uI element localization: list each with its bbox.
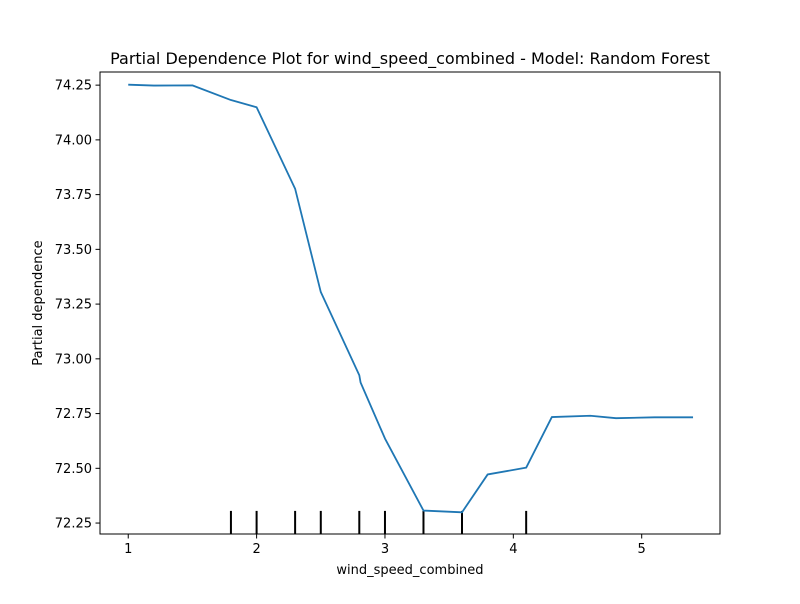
y-tick-label: 74.25	[55, 79, 92, 94]
y-tick-label: 73.75	[55, 188, 92, 203]
plot-area: 1 2 3 4 5 72.25 72.50 72.75 73.00 73.25 73.50 73.75…	[55, 71, 721, 557]
y-tick-label: 72.50	[55, 462, 92, 477]
pdp-line	[128, 83, 694, 514]
y-tick-label: 73.00	[55, 352, 92, 367]
y-axis-label: Partial dependence	[31, 240, 46, 365]
x-tick-label: 5	[638, 542, 646, 557]
x-tick-label: 3	[381, 542, 389, 557]
y-tick-label: 72.25	[55, 517, 92, 532]
chart-title: Partial Dependence Plot for wind_speed_c…	[110, 49, 710, 69]
y-tick-label: 73.50	[55, 243, 92, 258]
y-tick-label: 72.75	[55, 407, 92, 422]
x-axis-label: wind_speed_combined	[336, 563, 483, 578]
plot-frame	[99, 71, 721, 535]
x-tick-label: 1	[124, 542, 132, 557]
y-tick-label: 73.25	[55, 298, 92, 313]
x-tick-label: 2	[252, 542, 260, 557]
x-tick-label: 4	[509, 542, 517, 557]
y-tick-label: 74.00	[55, 133, 92, 148]
